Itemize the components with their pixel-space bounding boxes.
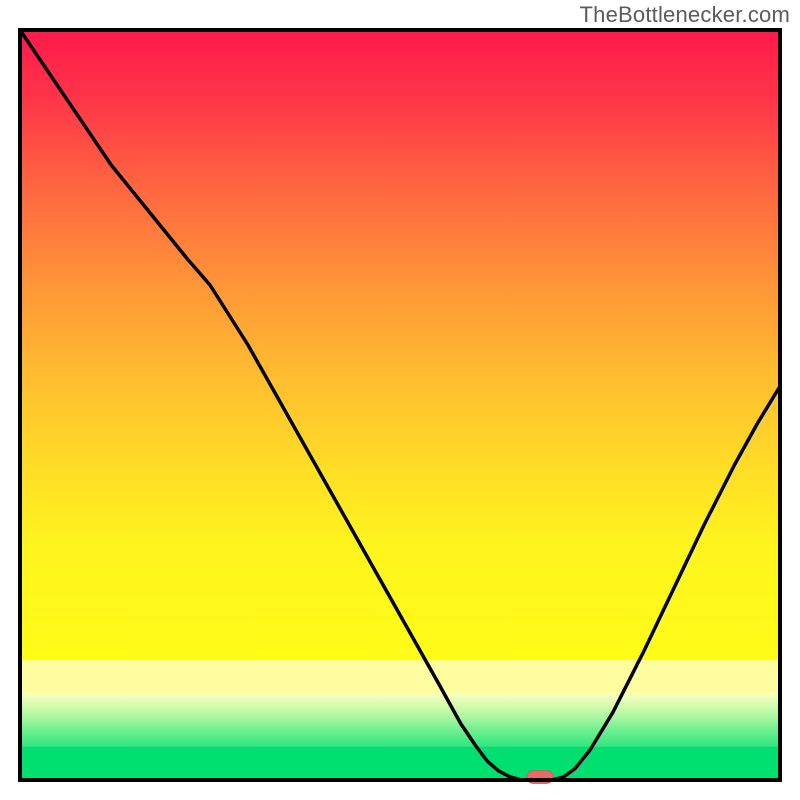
watermark-text: TheBottlenecker.com [580, 2, 790, 28]
bottleneck-chart [0, 0, 800, 800]
chart-frame: TheBottlenecker.com [0, 0, 800, 800]
